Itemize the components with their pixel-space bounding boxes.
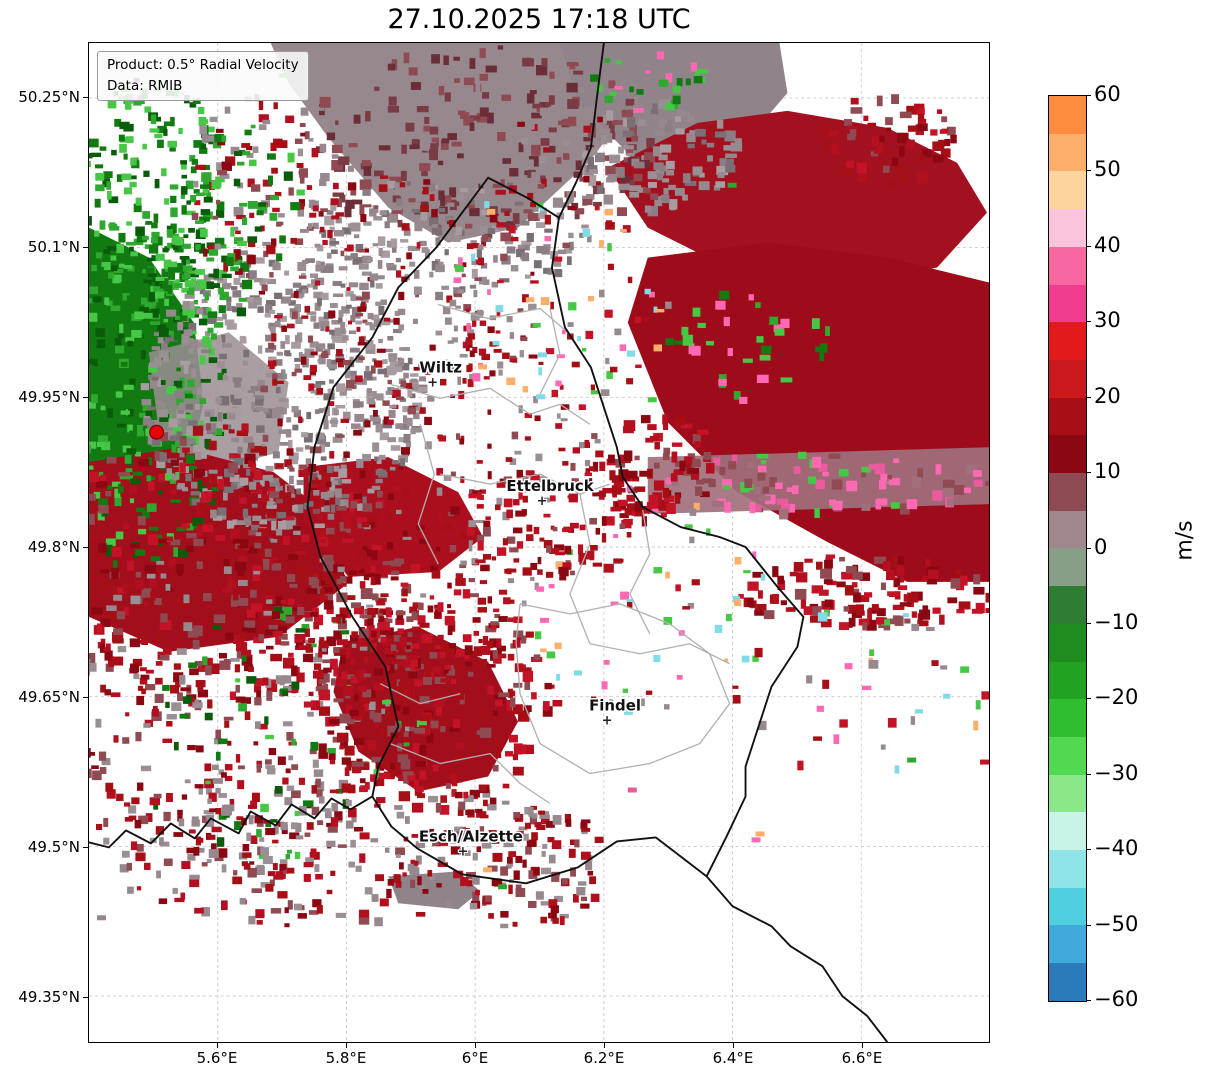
colorbar-segment — [1049, 661, 1086, 700]
colorbar-tick-mark — [1086, 472, 1091, 474]
colorbar-tick-label: −30 — [1094, 760, 1139, 785]
district-borders — [380, 303, 731, 805]
colorbar-segment — [1049, 623, 1086, 662]
colorbar-segment — [1049, 736, 1086, 775]
x-tick-mark — [346, 1043, 347, 1048]
colorbar-tick-mark — [1086, 396, 1091, 398]
colorbar-tick-mark — [1086, 321, 1091, 323]
colorbar-unit-label: m/s — [1172, 520, 1198, 561]
colorbar-segment — [1049, 548, 1086, 587]
radar-site-marker — [149, 424, 165, 440]
figure-title: 27.10.2025 17:18 UTC — [387, 4, 691, 35]
colorbar-segment — [1049, 397, 1086, 436]
colorbar-tick-mark — [1086, 849, 1091, 851]
colorbar-tick-label: −50 — [1094, 911, 1139, 936]
y-tick-mark — [83, 697, 88, 698]
colorbar-tick-label: 10 — [1094, 459, 1121, 484]
colorbar-tick-mark — [1086, 95, 1091, 96]
colorbar-segment — [1049, 850, 1086, 888]
city-label: Esch/Alzette — [419, 827, 523, 845]
radar-map-canvas: +Wiltz+Ettelbruck+Findel+Esch/Alzette — [89, 43, 989, 1042]
y-tick-label: 49.65°N — [18, 688, 80, 706]
colorbar-segment — [1049, 284, 1086, 323]
colorbar-segment — [1049, 473, 1086, 511]
y-tick-mark — [83, 97, 88, 98]
y-tick-mark — [83, 847, 88, 848]
x-tick-label: 5.6°E — [196, 1049, 238, 1067]
colorbar-segment — [1049, 133, 1086, 172]
colorbar-tick-mark — [1086, 245, 1091, 247]
colorbar-segment — [1049, 963, 1086, 1001]
city-labels: +Wiltz+Ettelbruck+Findel+Esch/Alzette — [417, 357, 642, 861]
colorbar-segment — [1049, 246, 1086, 285]
product-info-line: Product: 0.5° Radial Velocity — [107, 57, 299, 73]
colorbar-segment — [1049, 359, 1086, 398]
y-tick-label: 49.35°N — [18, 988, 80, 1006]
colorbar-tick-mark — [1086, 698, 1091, 700]
colorbar-segment — [1049, 96, 1086, 134]
y-tick-mark — [83, 397, 88, 398]
x-tick-mark — [604, 1043, 605, 1048]
x-tick-label: 6.2°E — [583, 1049, 625, 1067]
colorbar-tick-label: 0 — [1094, 534, 1108, 559]
city-marker: + — [537, 494, 548, 509]
y-tick-label: 50.1°N — [27, 238, 80, 256]
colorbar-tick-label: 40 — [1094, 232, 1121, 257]
x-tick-label: 6°E — [461, 1049, 489, 1067]
y-tick-mark — [83, 547, 88, 548]
x-tick-mark — [733, 1043, 734, 1048]
city-marker: + — [427, 375, 438, 390]
colorbar-tick-mark — [1086, 924, 1091, 926]
city-label: Ettelbruck — [506, 477, 594, 495]
colorbar-tick-label: 20 — [1094, 383, 1121, 408]
colorbar-segment — [1049, 209, 1086, 247]
velocity-colorbar — [1048, 95, 1087, 1002]
colorbar-tick-label: 60 — [1094, 82, 1121, 106]
x-tick-label: 5.8°E — [325, 1049, 367, 1067]
colorbar-segment — [1049, 586, 1086, 624]
colorbar-segment — [1049, 699, 1086, 737]
colorbar-segment — [1049, 774, 1086, 813]
colorbar-tick-label: −10 — [1094, 609, 1139, 634]
x-tick-label: 6.6°E — [841, 1049, 883, 1067]
city-label: Findel — [589, 697, 641, 715]
colorbar-tick-mark — [1086, 773, 1091, 775]
city-marker: + — [602, 714, 613, 729]
colorbar-tick-label: 50 — [1094, 157, 1121, 182]
x-tick-mark — [217, 1043, 218, 1048]
colorbar-tick-mark — [1086, 547, 1091, 549]
y-tick-label: 49.95°N — [18, 388, 80, 406]
y-tick-label: 49.8°N — [27, 538, 80, 556]
data-source-line: Data: RMIB — [107, 77, 183, 94]
x-tick-mark — [862, 1043, 863, 1048]
colorbar-tick-mark — [1086, 1000, 1091, 1001]
y-tick-mark — [83, 997, 88, 998]
colorbar-segment — [1049, 171, 1086, 210]
colorbar-segment — [1049, 812, 1086, 851]
colorbar-tick-label: −40 — [1094, 836, 1139, 861]
colorbar-segment — [1049, 887, 1086, 926]
colorbar-tick-label: 30 — [1094, 308, 1121, 333]
city-marker: + — [457, 844, 468, 859]
x-tick-label: 6.4°E — [712, 1049, 754, 1067]
y-tick-label: 49.5°N — [27, 838, 80, 856]
y-tick-mark — [83, 247, 88, 248]
colorbar-segment — [1049, 925, 1086, 964]
colorbar-segment — [1049, 435, 1086, 474]
y-tick-label: 50.25°N — [18, 88, 80, 106]
map-plot-area: + Wiltz + Ettelbruck + Findel + Esch/Alzette Pr… — [88, 42, 990, 1043]
colorbar-tick-mark — [1086, 170, 1091, 172]
colorbar-tick-mark — [1086, 622, 1091, 624]
city-label: Wiltz — [419, 358, 462, 376]
country-borders — [89, 43, 888, 1042]
colorbar-tick-label: −60 — [1094, 987, 1139, 1011]
product-info-box: Product: 0.5° Radial Velocity Data: RMIB — [97, 51, 309, 101]
colorbar-segment — [1049, 322, 1086, 360]
colorbar-tick-label: −20 — [1094, 685, 1139, 710]
colorbar-segment — [1049, 510, 1086, 549]
radar-echoes — [89, 43, 989, 929]
x-tick-mark — [475, 1043, 476, 1048]
